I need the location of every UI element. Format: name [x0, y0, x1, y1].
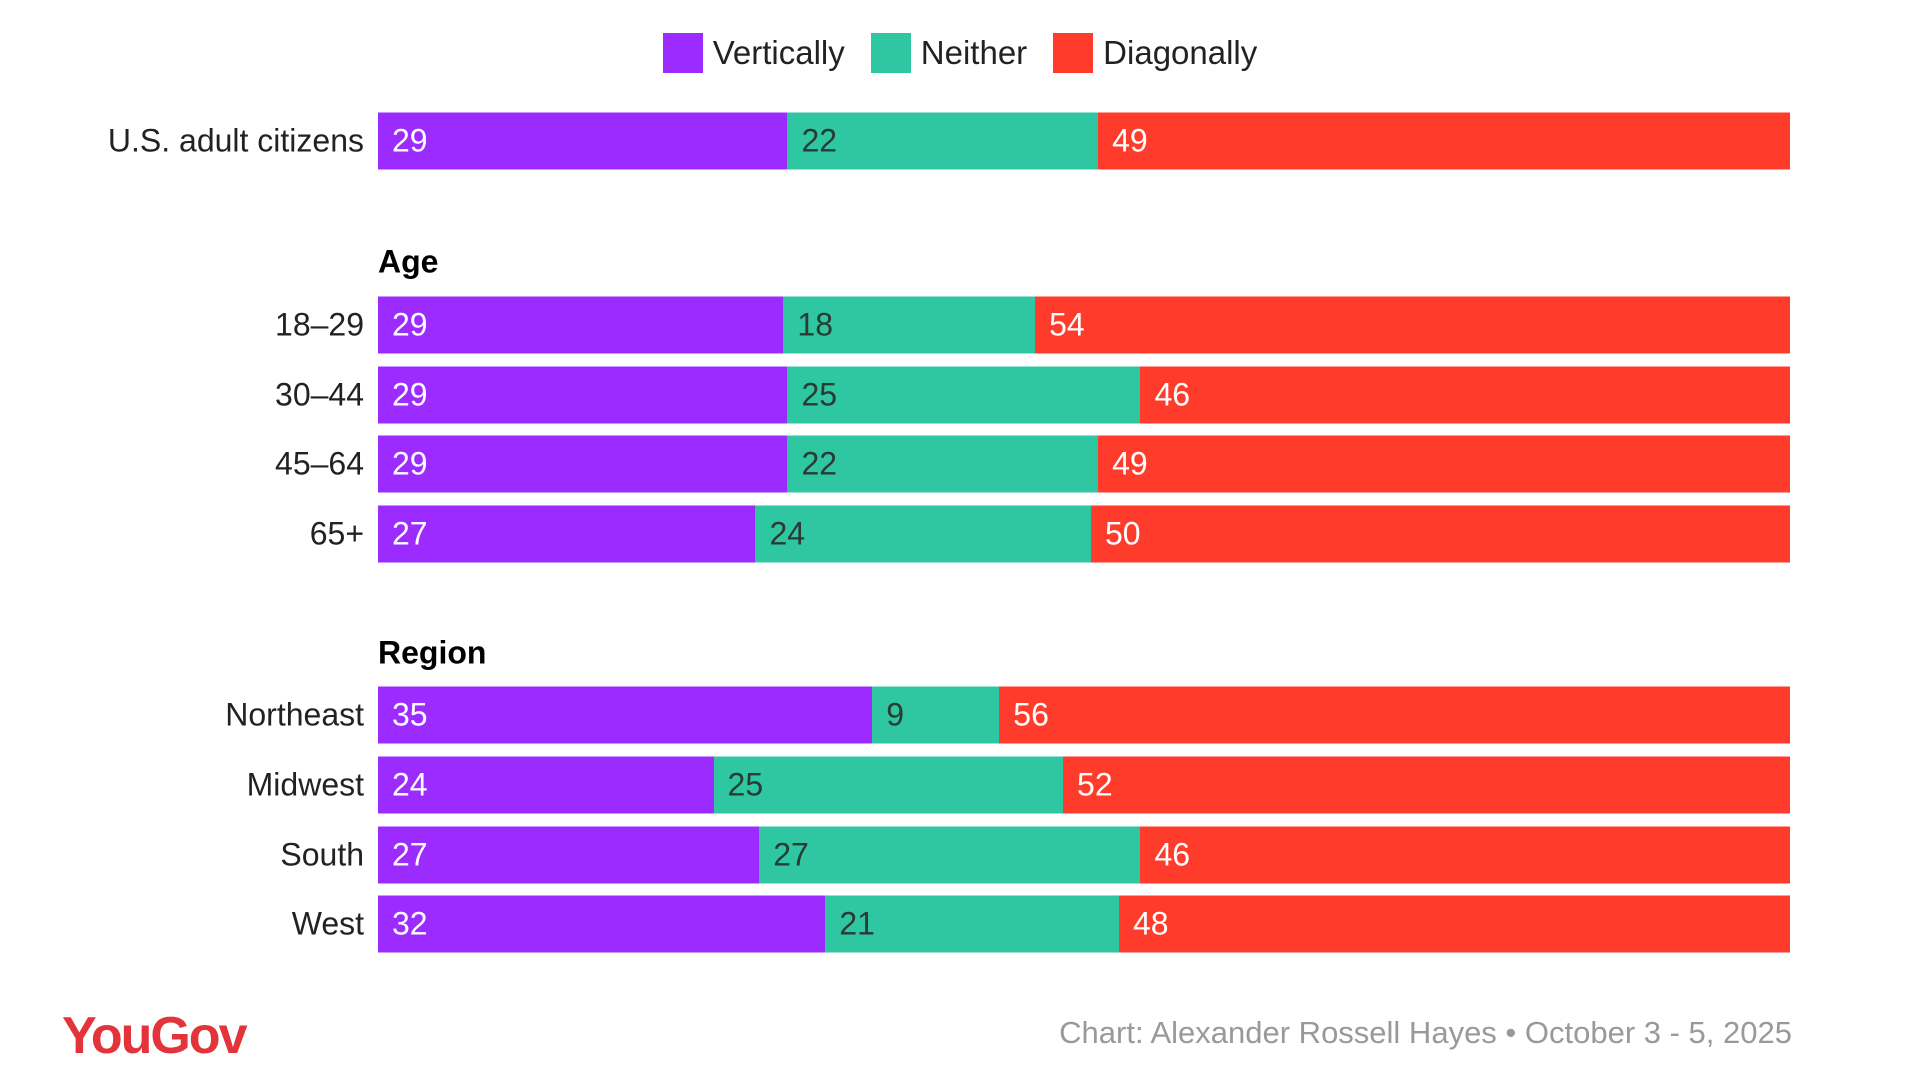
bar-segment-vertically: 32: [378, 895, 826, 953]
bar-segment-neither: 9: [872, 686, 1000, 744]
legend-item: Neither: [870, 33, 1028, 73]
stacked-bar: 29 22 49: [378, 112, 1790, 170]
legend-label: Diagonally: [1103, 34, 1258, 71]
bar-segment-vertically: 27: [378, 826, 760, 884]
bar-segment-vertically: 24: [378, 756, 714, 814]
bar-segment-diagonally: 48: [1118, 895, 1790, 953]
row-label: Northeast: [225, 696, 364, 733]
bar-segment-vertically: 29: [378, 366, 788, 424]
bar-segment-vertically: 29: [378, 296, 784, 354]
row-label: U.S. adult citizens: [107, 122, 364, 159]
row-label: South: [280, 836, 364, 873]
legend: Vertically Neither Diagonally: [0, 33, 1920, 73]
bar-segment-diagonally: 49: [1098, 435, 1790, 493]
bar-segment-diagonally: 54: [1035, 296, 1790, 354]
row-label: 30–44: [275, 376, 364, 413]
row-label: 45–64: [275, 445, 364, 482]
bar-segment-diagonally: 56: [999, 686, 1790, 744]
bar-segment-neither: 18: [783, 296, 1036, 354]
legend-item: Diagonally: [1053, 33, 1257, 73]
bar-segment-diagonally: 52: [1063, 756, 1790, 814]
legend-swatch: [870, 33, 911, 73]
bar-segment-neither: 25: [787, 366, 1141, 424]
row-label: West: [291, 905, 364, 942]
legend-swatch: [1053, 33, 1094, 73]
row-label: 65+: [309, 515, 364, 552]
bar-segment-neither: 25: [713, 756, 1064, 814]
bar-segment-neither: 24: [755, 505, 1091, 563]
group-heading: Region: [378, 634, 487, 671]
stacked-bar: 27 24 50: [378, 505, 1790, 563]
stacked-bar: 29 25 46: [378, 366, 1790, 424]
bar-segment-vertically: 29: [378, 435, 788, 493]
row-label: 18–29: [275, 306, 364, 343]
bar-segment-diagonally: 46: [1140, 826, 1790, 884]
group-heading: Age: [378, 243, 439, 280]
stacked-bar: 29 22 49: [378, 435, 1790, 493]
bar-segment-diagonally: 46: [1140, 366, 1790, 424]
legend-label: Vertically: [712, 34, 845, 71]
yougov-logo: YouGov: [62, 1007, 247, 1065]
chart-credit: Chart: Alexander Rossell Hayes • October…: [1059, 1015, 1792, 1050]
stacked-bar: 27 27 46: [378, 826, 1790, 884]
stacked-bar: 35 9 56: [378, 686, 1790, 744]
stacked-bar: 32 21 48: [378, 895, 1790, 953]
stacked-bar: 29 18 54: [378, 296, 1790, 354]
bar-segment-neither: 27: [759, 826, 1141, 884]
bar-segment-vertically: 27: [378, 505, 756, 563]
bar-segment-neither: 22: [787, 112, 1099, 170]
bar-segment-diagonally: 49: [1098, 112, 1790, 170]
legend-label: Neither: [920, 34, 1028, 71]
bar-segment-diagonally: 50: [1090, 505, 1790, 563]
bar-segment-vertically: 35: [378, 686, 873, 744]
legend-swatch: [662, 33, 703, 73]
row-label: Midwest: [246, 766, 364, 803]
legend-item: Vertically: [662, 33, 845, 73]
stacked-bar: 24 25 52: [378, 756, 1790, 814]
bar-segment-vertically: 29: [378, 112, 788, 170]
bar-segment-neither: 22: [787, 435, 1099, 493]
bar-segment-neither: 21: [825, 895, 1119, 953]
